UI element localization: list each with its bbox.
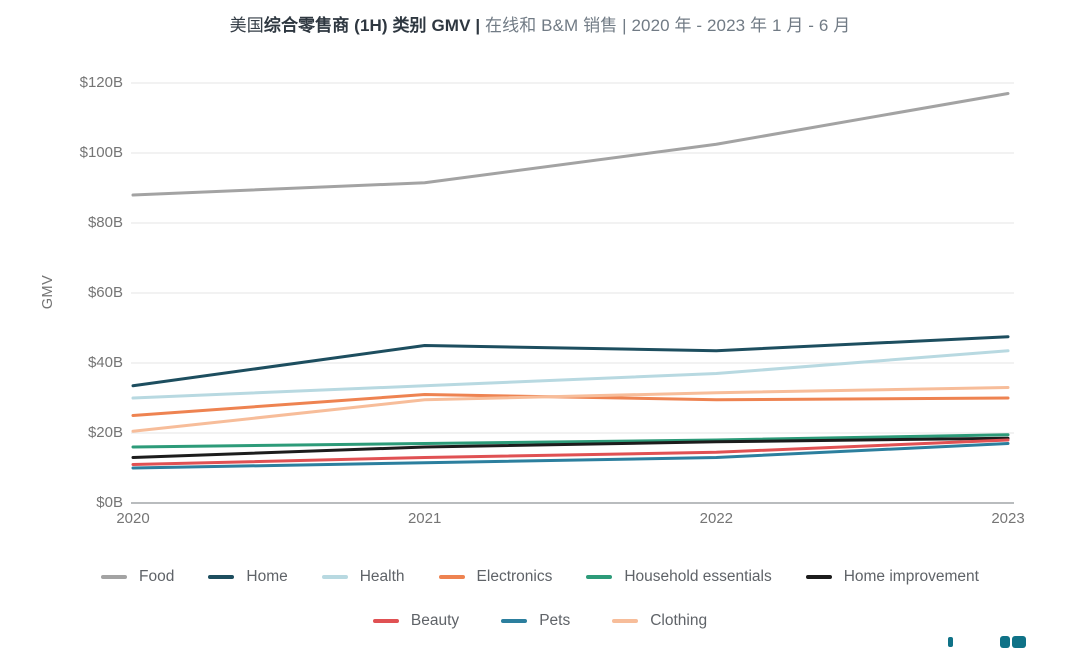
partner-logo-cropped-icon <box>948 636 1038 648</box>
y-tick-label-120b: $120B <box>79 74 123 91</box>
y-tick-label-100b: $100B <box>79 144 123 161</box>
line-home-improvement <box>131 436 1010 459</box>
x-tick-label-2020: 2020 <box>116 510 150 527</box>
legend-label-health: Health <box>359 568 405 585</box>
line-household-essentials <box>131 433 1010 449</box>
legend-label-clothing: Clothing <box>650 612 708 629</box>
legend-item-household-essentials[interactable]: Household essentials <box>586 568 772 586</box>
line-beauty <box>131 438 1010 466</box>
legend-item-beauty[interactable]: Beauty <box>372 612 460 630</box>
legend-swatch-clothing-icon <box>612 619 639 623</box>
line-clothing <box>131 386 1010 433</box>
legend-row-1: Food Home Health Electronics Household essen… <box>0 565 1080 589</box>
legend-swatch-pets-icon <box>501 619 528 623</box>
x-tick-label-2023: 2023 <box>991 510 1025 527</box>
chart-title-bold: 综合零售商 (1H) 类别 GMV | <box>263 16 481 35</box>
legend-item-home[interactable]: Home <box>208 568 288 586</box>
legend-label-beauty: Beauty <box>410 612 460 629</box>
legend-label-home: Home <box>246 568 288 585</box>
legend-swatch-food-icon <box>101 575 128 579</box>
legend-item-food[interactable]: Food <box>101 568 174 586</box>
chart-title: 美国综合零售商 (1H) 类别 GMV | 在线和 B&M 销售 | 2020 … <box>0 11 1080 36</box>
legend-label-home-improvement: Home improvement <box>843 568 979 585</box>
legend-label-pets: Pets <box>539 612 571 629</box>
chart-title-prefix: 美国 <box>229 16 264 35</box>
legend-item-clothing[interactable]: Clothing <box>612 612 707 630</box>
chart-title-subtitle: 在线和 B&M 销售 | 2020 年 - 2023 年 1 月 - 6 月 <box>480 16 851 35</box>
legend-label-food: Food <box>139 568 175 585</box>
legend-row-2: Beauty Pets Clothing <box>0 609 1080 633</box>
line-home <box>131 335 1010 388</box>
legend-item-health[interactable]: Health <box>321 568 405 586</box>
legend-item-pets[interactable]: Pets <box>501 612 570 630</box>
x-tick-label-2021: 2021 <box>407 510 442 527</box>
legend-swatch-beauty-icon <box>372 619 399 623</box>
y-tick-label-0b: $0B <box>96 494 123 511</box>
legend-item-electronics[interactable]: Electronics <box>438 568 553 586</box>
line-health <box>131 349 1010 400</box>
legend-label-electronics: Electronics <box>476 568 553 585</box>
line-pets <box>131 442 1010 470</box>
y-tick-label-80b: $80B <box>87 214 123 231</box>
legend-swatch-home-improvement-icon <box>805 575 832 579</box>
y-tick-label-40b: $40B <box>87 354 123 371</box>
legend-swatch-household-essentials-icon <box>586 575 613 579</box>
legend-label-household-essentials: Household essentials <box>624 568 772 585</box>
legend-swatch-electronics-icon <box>438 575 465 579</box>
legend-item-home-improvement[interactable]: Home improvement <box>805 568 979 586</box>
y-tick-label-20b: $20B <box>87 424 123 441</box>
legend-swatch-health-icon <box>321 575 348 579</box>
y-tick-label-60b: $60B <box>87 284 123 301</box>
x-tick-label-2022: 2022 <box>699 510 734 527</box>
line-food <box>131 92 1010 197</box>
legend-swatch-home-icon <box>208 575 235 579</box>
